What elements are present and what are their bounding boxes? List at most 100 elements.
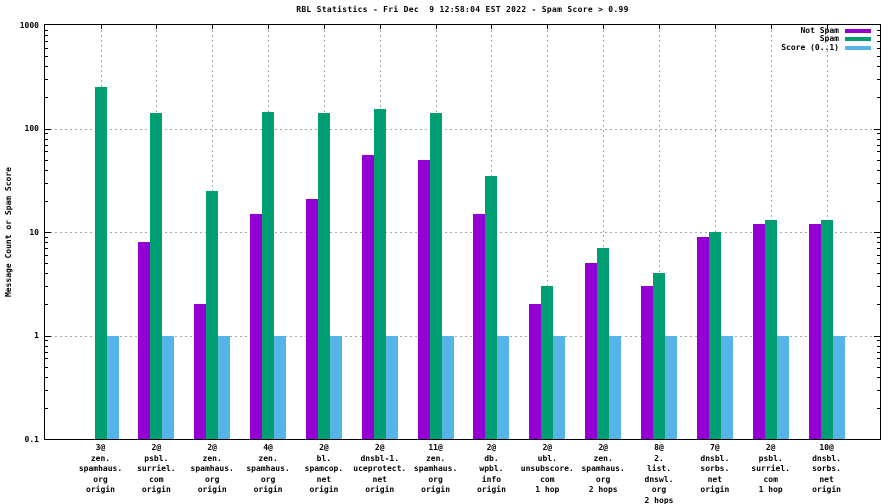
y-major-tick: [874, 128, 880, 130]
y-minor-tick: [45, 35, 48, 37]
x-tick-label-line: dnswl.: [644, 474, 674, 484]
x-tick-label-line: 2@: [151, 443, 162, 452]
y-minor-tick: [45, 304, 48, 306]
y-major-tick: [45, 335, 51, 337]
y-minor-tick: [877, 389, 880, 391]
y-minor-tick: [877, 66, 880, 68]
x-tick-label-line: origin: [86, 485, 115, 494]
x-tick-label-line: ubl.: [537, 453, 557, 463]
bar-not-spam: [808, 223, 821, 439]
bar-not-spam: [641, 286, 653, 439]
y-minor-tick: [877, 304, 880, 306]
y-minor-tick: [45, 242, 48, 244]
bar-spam: [708, 232, 721, 439]
x-tick-label-line: origin: [700, 485, 730, 494]
x-tick-label-line: 1 hop: [758, 485, 783, 494]
x-gridline: [659, 25, 660, 439]
x-tick-label: 2@ psbl. surriel. com 1 hop: [729, 443, 813, 496]
y-minor-tick: [877, 345, 880, 347]
x-tick: [491, 25, 493, 29]
y-minor-tick: [45, 236, 48, 238]
legend-swatch: [845, 37, 871, 42]
x-tick-label-line: com: [540, 474, 555, 484]
x-tick: [826, 25, 828, 29]
x-tick: [547, 25, 549, 29]
x-tick-label-line: psbl.: [144, 453, 169, 463]
x-tick-label-line: 2 hops: [588, 485, 618, 494]
x-tick-label-line: zen.: [425, 453, 446, 463]
y-minor-tick: [45, 97, 48, 99]
y-minor-tick: [877, 242, 880, 244]
x-tick-label-line: list.: [646, 464, 672, 473]
y-minor-tick: [877, 41, 880, 43]
x-tick-label-line: org: [428, 474, 443, 484]
legend-swatch: [845, 29, 871, 34]
x-tick-label-line: 2@: [374, 443, 385, 452]
x-tick-label: 8@ 2. list. dnswl. org 2 hops: [617, 443, 701, 504]
bar-not-spam: [194, 304, 207, 439]
x-tick-label-line: zen.: [593, 453, 613, 463]
x-tick-label: 11@ zen. spamhaus. org origin: [394, 443, 478, 496]
x-tick-label-line: surriel.: [137, 464, 176, 473]
x-tick-label-line: dnsbl.: [700, 453, 730, 463]
bar-score-0-1: [665, 335, 677, 439]
y-minor-tick: [877, 376, 880, 378]
x-tick-label-line: 2.: [654, 453, 664, 463]
x-tick: [770, 25, 772, 29]
y-minor-tick: [877, 200, 880, 202]
y-minor-tick: [45, 351, 48, 353]
x-tick: [603, 25, 605, 29]
bar-score-0-1: [720, 335, 733, 439]
y-minor-tick: [45, 144, 48, 146]
bar-score-0-1: [832, 335, 845, 439]
y-tick-label: 0.1: [24, 434, 39, 444]
bar-not-spam: [473, 213, 486, 439]
bar-score-0-1: [162, 335, 175, 439]
y-minor-tick: [45, 151, 48, 153]
x-tick-label: 2@ zen. spamhaus. org 2 hops: [561, 443, 645, 496]
bar-score-0-1: [609, 335, 622, 439]
x-gridline: [547, 25, 549, 439]
y-minor-tick: [877, 169, 880, 171]
x-tick-label-line: org: [204, 474, 220, 484]
x-tick-label-line: 11@: [428, 443, 443, 452]
x-tick-label: 2@ dnsbl-1. uceprotect. net origin: [338, 443, 422, 496]
x-tick: [714, 25, 716, 29]
x-tick: [659, 25, 660, 29]
bar-spam: [317, 113, 330, 439]
y-minor-tick: [877, 56, 880, 58]
bar-not-spam: [696, 236, 709, 439]
y-minor-tick: [45, 56, 48, 58]
y-tick-label: 1000: [19, 20, 39, 30]
x-tick-label-line: dnsbl.: [812, 453, 841, 463]
bar-not-spam: [529, 304, 542, 439]
legend-row: Not Spam: [781, 27, 871, 35]
x-tick-label-line: org: [651, 485, 667, 494]
bar-spam: [541, 286, 554, 439]
x-tick-label-line: spamhaus.: [190, 464, 234, 473]
x-tick-label-line: origin: [812, 485, 841, 494]
x-tick-label-line: org: [595, 474, 611, 484]
y-tick-label: 100: [24, 124, 39, 133]
y-minor-tick: [45, 182, 48, 184]
x-tick-label-line: origin: [421, 485, 451, 494]
x-tick-label-line: 1 hop: [535, 485, 560, 494]
y-minor-tick: [45, 273, 48, 275]
x-tick-label-line: 10@: [819, 443, 834, 452]
x-tick-label-line: com: [149, 474, 164, 484]
x-tick-label-line: 3@: [95, 443, 106, 452]
chart-title: RBL Statistics - Fri Dec 9 12:58:04 EST …: [296, 5, 629, 14]
x-tick-label: 4@ zen. spamhaus. org origin: [226, 443, 310, 496]
bar-spam: [206, 190, 219, 439]
x-tick-label: 2@ psbl. surriel. com origin: [114, 443, 198, 496]
y-minor-tick: [45, 340, 48, 342]
y-minor-tick: [877, 79, 880, 81]
bar-not-spam: [138, 242, 151, 439]
bar-not-spam: [417, 159, 430, 439]
x-tick-label-line: sorbs.: [700, 464, 730, 473]
legend-label: Not Spam: [800, 26, 839, 36]
y-minor-tick: [877, 133, 880, 135]
x-tick-label-line: bl.: [316, 453, 332, 463]
y-minor-tick: [877, 340, 880, 342]
